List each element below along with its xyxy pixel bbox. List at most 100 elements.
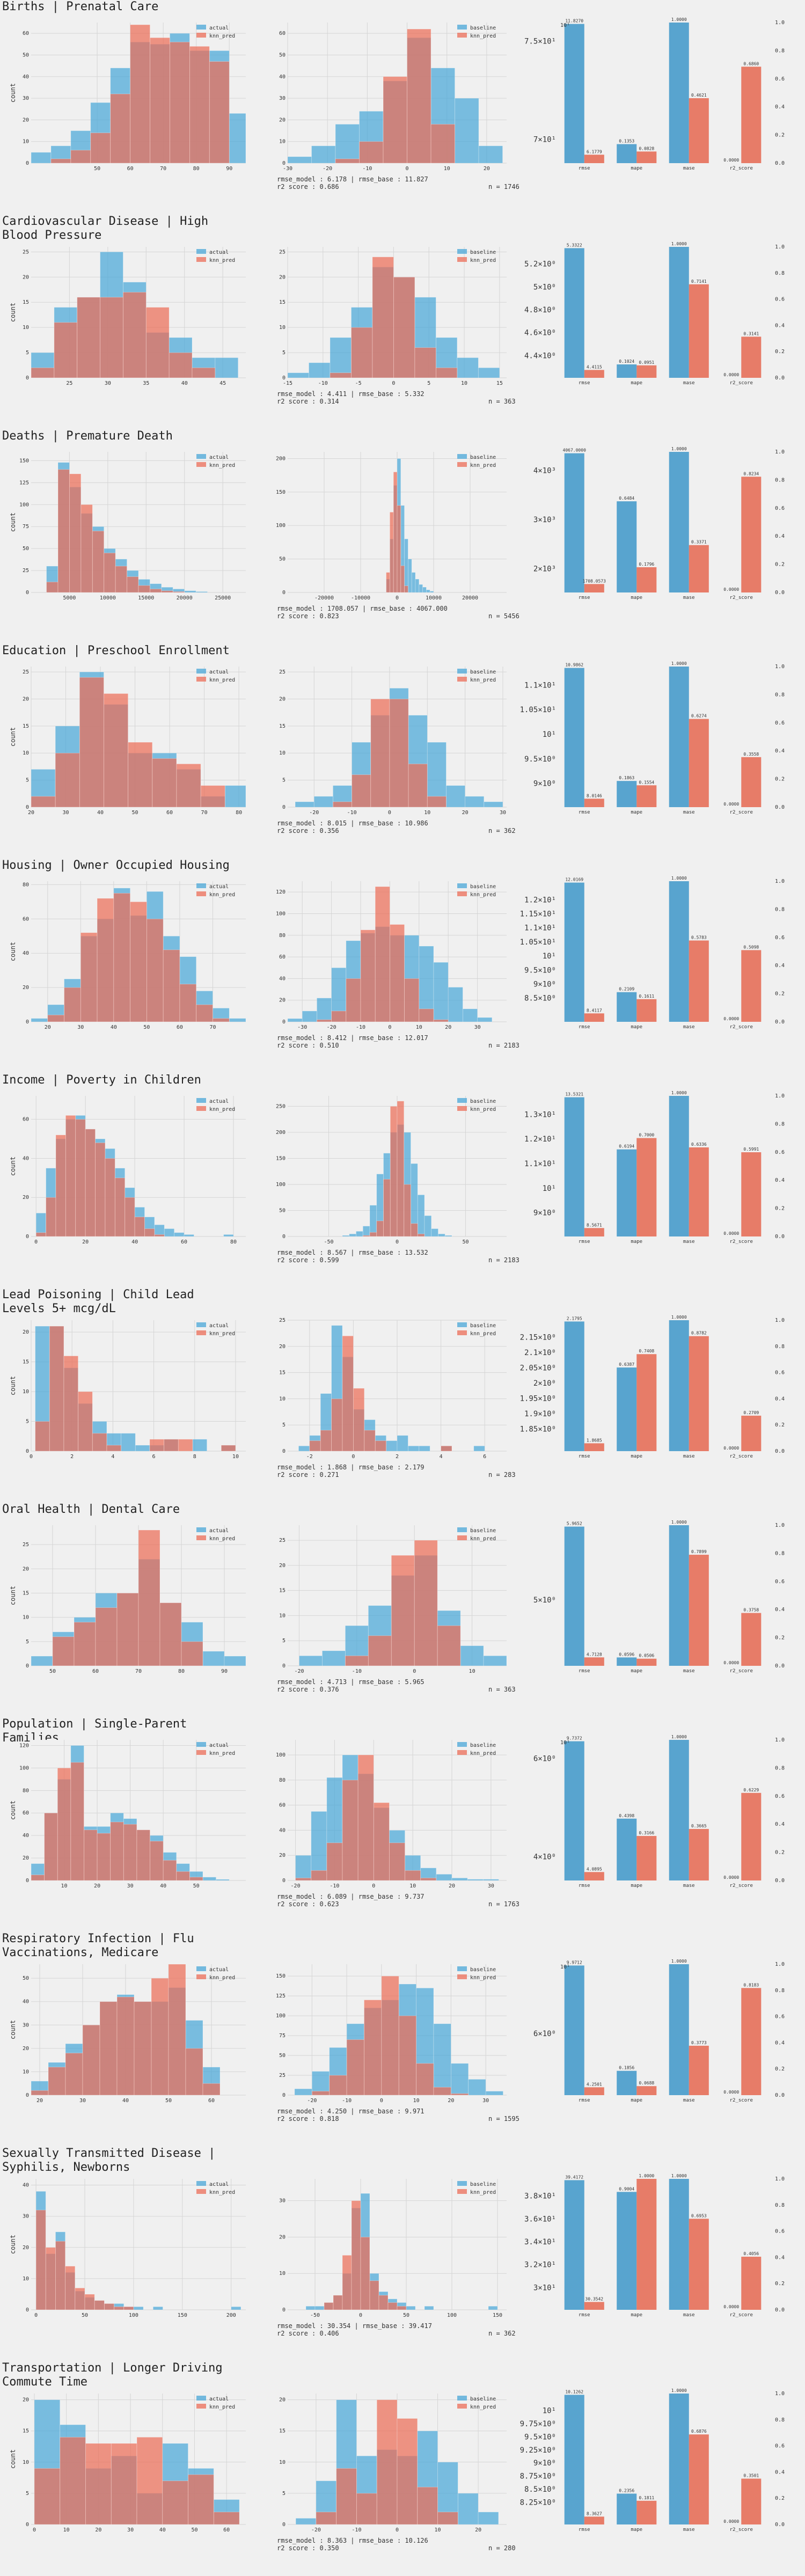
y-tick-label: 2.1×10⁰ xyxy=(524,1349,556,1357)
x-tick-label: -10 xyxy=(347,810,357,816)
y-tick-label: 200 xyxy=(276,456,286,462)
legend-swatch xyxy=(457,1106,467,1111)
bar-pred xyxy=(404,978,420,1022)
metrics-panel: 11.8270 6.1779 rmse 0.1353 0.0828 mape 1.0000 0… xyxy=(524,17,785,171)
metric-bar-mape xyxy=(617,2192,637,2310)
bar-pred xyxy=(99,2001,118,2096)
bar-pred xyxy=(450,2093,469,2096)
y-tick-label: 25 xyxy=(279,249,286,255)
legend-label: knn_pred xyxy=(470,1331,496,1337)
metric-bar-r2_score xyxy=(741,2478,762,2524)
bar-pred xyxy=(115,566,127,593)
chart-section: Oral Health | Dental Care 50 60 70 80 90 0 5 10 1… xyxy=(0,1503,805,1717)
bar-pred xyxy=(70,150,91,164)
x-tick-label: -10 xyxy=(330,1883,339,1889)
y-tick-label-right: 0.8 xyxy=(775,1550,785,1556)
x-tick-label: 50 xyxy=(193,1883,200,1889)
metrics-panel: 39.4172 30.3542 rmse 0.9004 1.0000 mape 1.0000… xyxy=(524,2174,785,2318)
n-text: n = 1763 xyxy=(488,1900,519,1908)
metric-bar-r2_score xyxy=(741,67,762,163)
bar-pred xyxy=(393,276,415,378)
bar-pred xyxy=(64,987,81,1022)
legend-label: knn_pred xyxy=(209,33,235,39)
x-tick-label: -50 xyxy=(310,2312,320,2318)
y-tick-label: 1.85×10⁰ xyxy=(520,1425,556,1433)
bar-pred xyxy=(79,677,104,808)
metric-bar-rmse xyxy=(584,370,604,378)
y-tick-label: 10¹ xyxy=(543,2407,556,2416)
y-tick-label-right: 0.0 xyxy=(775,1019,785,1025)
bar-value-label: 1.0000 xyxy=(671,1520,687,1525)
hist-panel: 10 20 30 40 50 0 20 40 60 80 100 120 count actual knn_… xyxy=(9,1740,246,1889)
bar-pred xyxy=(65,2053,83,2096)
bar-pred xyxy=(373,1802,390,1881)
bar-pred xyxy=(405,1870,421,1881)
bar-pred xyxy=(97,898,114,1022)
y-tick-label: 20 xyxy=(279,2397,286,2403)
y-tick-label: 5 xyxy=(26,1639,29,1645)
metric-bar-mase xyxy=(669,2179,689,2310)
bar-pred xyxy=(31,1875,45,1881)
bar-baseline xyxy=(349,1233,356,1237)
y-tick-label: 2×10³ xyxy=(533,565,556,574)
legend-label: knn_pred xyxy=(209,1975,235,1981)
metric-bar-mase xyxy=(669,1525,689,1666)
x-tick-label: 10000 xyxy=(100,595,116,601)
y-tick-label: 40 xyxy=(23,1833,29,1839)
x-tick-label: mape xyxy=(631,166,642,171)
y-tick-label: 60 xyxy=(23,1810,29,1816)
metric-bar-rmse xyxy=(564,1097,584,1236)
metric-bar-mape xyxy=(617,1367,637,1451)
bar-baseline xyxy=(451,1877,468,1881)
metric-bar-rmse xyxy=(564,248,584,378)
legend-swatch xyxy=(196,1330,206,1335)
x-tick-label: 10000 xyxy=(426,595,442,601)
y-tick-label-right: 0.6 xyxy=(775,2443,785,2449)
r2-text: r2 score : 0.823 xyxy=(277,612,339,620)
metric-bar-rmse xyxy=(584,1228,604,1236)
x-tick-label: rmse xyxy=(579,2098,590,2103)
bar-value-label: 0.3665 xyxy=(691,1824,707,1828)
y-tick-label-right: 0.8 xyxy=(775,2417,785,2423)
bar-value-label: 0.4056 xyxy=(743,2251,759,2256)
bar-baseline xyxy=(322,1650,346,1666)
bar-baseline xyxy=(419,584,423,593)
section-title: Cardiovascular Disease | High Blood Pres… xyxy=(2,215,209,242)
y-tick-label: 10¹ xyxy=(560,23,570,28)
section-title: Housing | Owner Occupied Housing xyxy=(2,859,230,872)
bar-pred xyxy=(221,1445,236,1452)
metric-bar-mase xyxy=(669,452,689,592)
bar-actual xyxy=(202,1651,225,1666)
y-tick-label-right: 0.4 xyxy=(775,533,785,539)
r2-text: r2 score : 0.314 xyxy=(277,398,339,405)
bar-actual xyxy=(192,1439,208,1452)
bar-value-label: 10.1262 xyxy=(565,2389,583,2394)
legend-swatch xyxy=(457,1742,467,1747)
y-tick-label: 5 xyxy=(26,350,29,356)
bar-baseline xyxy=(438,1233,445,1237)
section-svg: 20 30 40 50 60 70 800510152025countactualknn_p… xyxy=(9,661,785,835)
x-tick-label: 0 xyxy=(392,380,395,386)
x-tick-label: 0 xyxy=(406,166,409,172)
y-tick-label: 10¹ xyxy=(543,952,556,961)
y-tick-label-right: 0.8 xyxy=(775,692,785,698)
bar-pred xyxy=(188,2474,214,2525)
section-svg: 0 2 4 6 8 10 0 5 10 15 20 count actual knn_pred -2 0 2 4 6… xyxy=(9,1315,785,1479)
y-tick-label: 3.6×10¹ xyxy=(524,2215,556,2223)
bar-pred xyxy=(134,1217,145,1237)
legend-label: actual xyxy=(209,2182,229,2187)
bar-pred xyxy=(192,367,216,378)
bar-baseline xyxy=(478,145,503,164)
bar-value-label: 39.4172 xyxy=(565,2175,583,2179)
chart-section: Lead Poisoning | Child Lead Levels 5+ mc… xyxy=(0,1288,805,1503)
y-tick-label: 9×10⁰ xyxy=(533,980,556,989)
bar-value-label: 0.1611 xyxy=(639,994,654,999)
y-tick-label: 0 xyxy=(26,2522,29,2528)
x-tick-label: mase xyxy=(683,810,695,815)
metric-bar-rmse xyxy=(584,1657,604,1666)
bar-actual xyxy=(195,591,208,593)
bar-value-label: 2.1795 xyxy=(567,1316,582,1321)
x-tick-label: 60 xyxy=(181,1239,187,1245)
y-tick-label: 80 xyxy=(279,1777,286,1783)
x-tick-label: -2 xyxy=(306,1454,313,1460)
